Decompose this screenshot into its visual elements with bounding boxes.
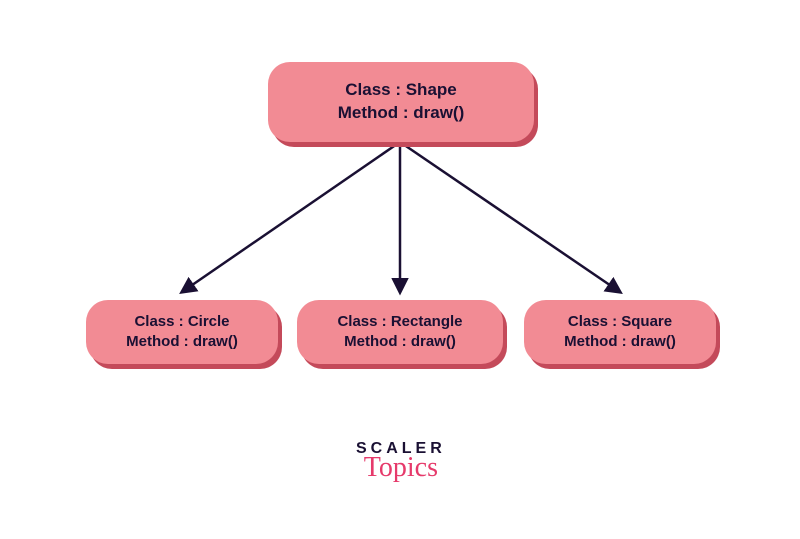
node-text-line: Class : Circle	[134, 312, 229, 332]
node-text-line: Class : Square	[568, 312, 672, 332]
node-text-line: Method : draw()	[338, 102, 465, 125]
tree-edge	[182, 142, 400, 292]
tree-edge	[400, 142, 620, 292]
tree-node-c3: Class : SquareMethod : draw()	[524, 300, 716, 364]
tree-node-c2: Class : RectangleMethod : draw()	[297, 300, 503, 364]
diagram-canvas: Class : ShapeMethod : draw()Class : Circ…	[0, 0, 800, 539]
brand-logo: SCALER Topics	[356, 440, 446, 484]
node-text-line: Method : draw()	[126, 332, 238, 352]
node-text-line: Method : draw()	[344, 332, 456, 352]
node-text-line: Class : Rectangle	[337, 312, 462, 332]
logo-text-bottom: Topics	[356, 452, 446, 484]
node-text-line: Method : draw()	[564, 332, 676, 352]
tree-node-root: Class : ShapeMethod : draw()	[268, 62, 534, 142]
node-text-line: Class : Shape	[345, 79, 457, 102]
tree-node-c1: Class : CircleMethod : draw()	[86, 300, 278, 364]
